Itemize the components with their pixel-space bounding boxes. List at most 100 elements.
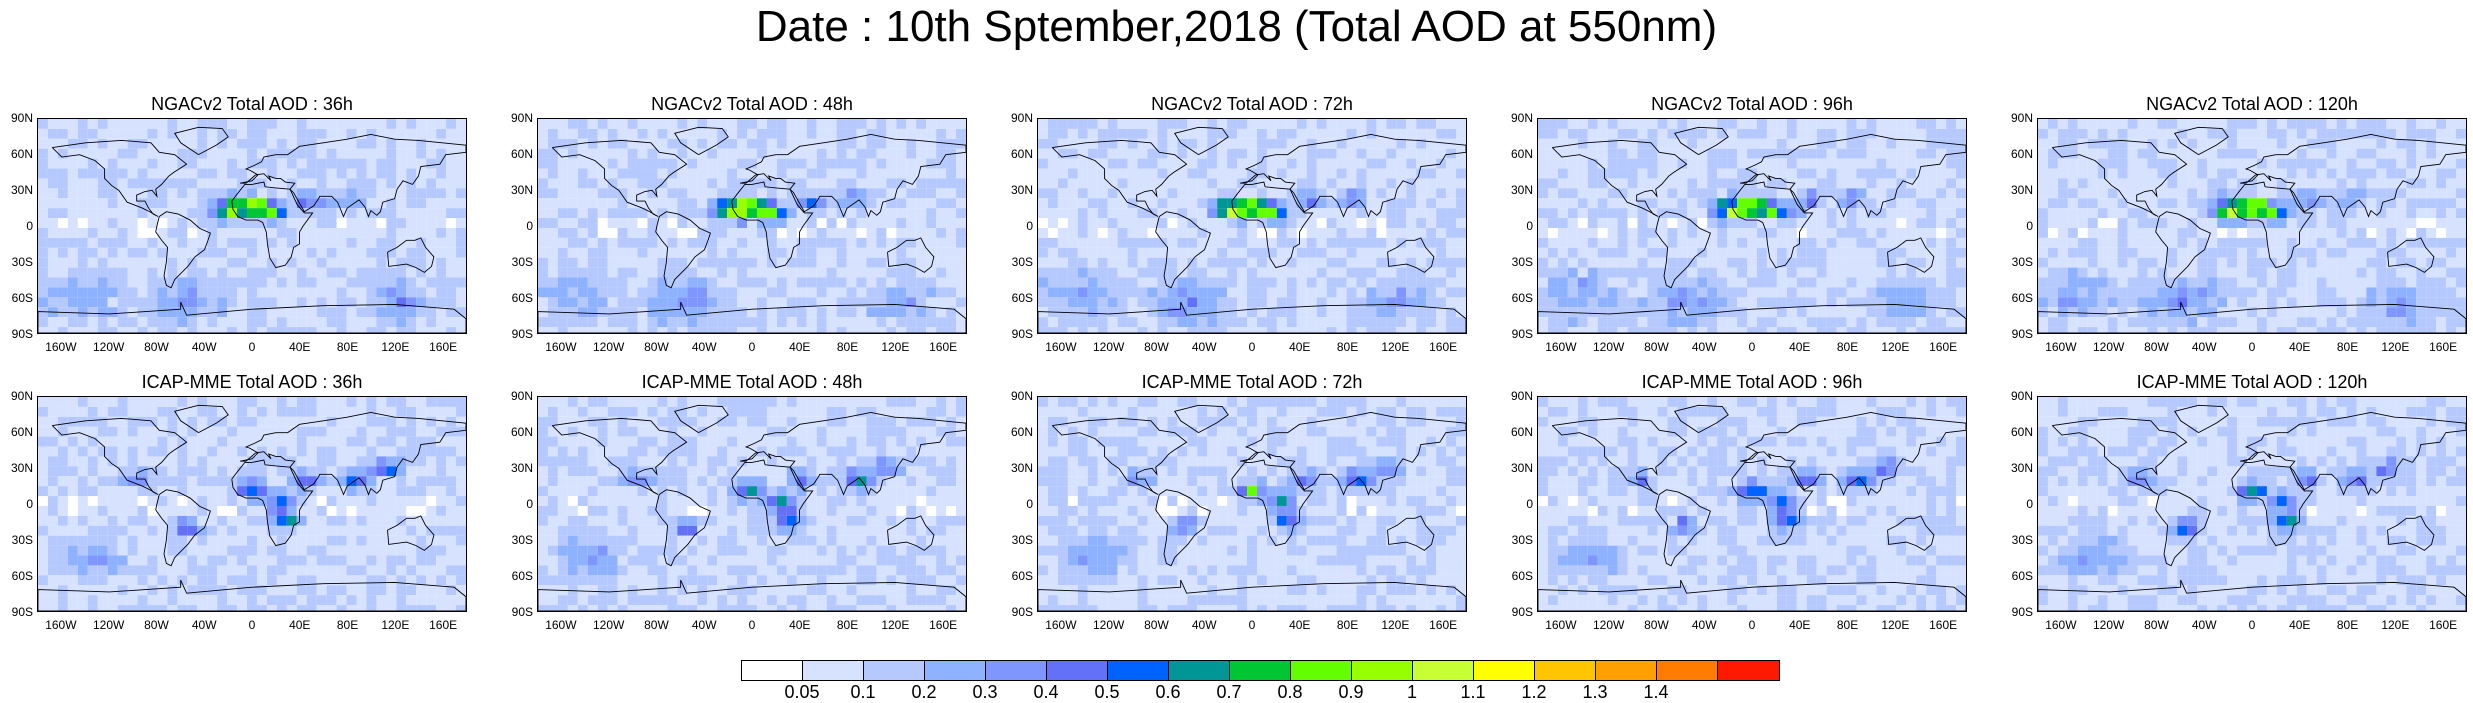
- lon-tick-label: 160W: [2041, 618, 2081, 632]
- lat-tick-label: 60S: [1499, 569, 1533, 583]
- lon-tick-label: 40W: [1184, 618, 1224, 632]
- lat-tick-label: 30N: [499, 461, 533, 475]
- lon-tick-label: 160W: [541, 340, 581, 354]
- lon-tick-label: 160E: [1423, 618, 1463, 632]
- lat-tick-label: 60N: [499, 425, 533, 439]
- lon-tick-label: 80W: [2136, 340, 2176, 354]
- lat-tick-label: 90N: [0, 389, 33, 403]
- lat-tick-label: 60S: [1999, 569, 2033, 583]
- lat-tick-label: 60S: [1999, 291, 2033, 305]
- lon-tick-label: 80W: [136, 340, 176, 354]
- lat-tick-label: 30N: [0, 183, 33, 197]
- lat-tick-label: 60S: [0, 569, 33, 583]
- lat-tick-label: 0: [999, 497, 1033, 511]
- lat-tick-label: 30S: [1999, 533, 2033, 547]
- lon-tick-label: 120E: [1875, 618, 1915, 632]
- lon-tick-label: 40E: [1280, 340, 1320, 354]
- lon-tick-label: 40E: [2280, 340, 2320, 354]
- lon-tick-label: 120E: [875, 618, 915, 632]
- lat-tick-label: 30S: [0, 533, 33, 547]
- lon-tick-label: 120W: [2089, 340, 2129, 354]
- colorbar-label: 0.5: [1082, 682, 1132, 703]
- lon-tick-label: 80E: [1828, 340, 1868, 354]
- lon-tick-label: 40W: [1184, 340, 1224, 354]
- lat-tick-label: 90N: [1999, 111, 2033, 125]
- colorbar-label: 0.2: [899, 682, 949, 703]
- lon-tick-label: 0: [732, 340, 772, 354]
- panel-title: ICAP-MME Total AOD : 120h: [2037, 372, 2467, 393]
- lon-tick-label: 0: [1732, 618, 1772, 632]
- lon-tick-label: 0: [732, 618, 772, 632]
- lat-tick-label: 90S: [1499, 327, 1533, 341]
- lon-tick-label: 40W: [1684, 618, 1724, 632]
- lon-tick-label: 120E: [375, 340, 415, 354]
- lon-tick-label: 0: [232, 618, 272, 632]
- lon-tick-label: 80W: [136, 618, 176, 632]
- lon-tick-label: 0: [1232, 618, 1272, 632]
- lat-tick-label: 0: [0, 497, 33, 511]
- lat-tick-label: 90N: [0, 111, 33, 125]
- lon-tick-label: 120W: [89, 340, 129, 354]
- world-map: [1537, 118, 1967, 334]
- colorbar-label: 0.7: [1204, 682, 1254, 703]
- lat-tick-label: 30S: [1999, 255, 2033, 269]
- lon-tick-label: 40E: [2280, 618, 2320, 632]
- lat-tick-label: 90N: [1499, 111, 1533, 125]
- world-map: [537, 118, 967, 334]
- lat-tick-label: 90S: [1499, 605, 1533, 619]
- lon-tick-label: 80E: [2328, 340, 2368, 354]
- lat-tick-label: 30S: [999, 533, 1033, 547]
- lat-tick-label: 30N: [1999, 183, 2033, 197]
- lat-tick-label: 60N: [0, 147, 33, 161]
- lat-tick-label: 60S: [499, 291, 533, 305]
- lat-tick-label: 60N: [999, 147, 1033, 161]
- lon-tick-label: 80W: [1636, 618, 1676, 632]
- lon-tick-label: 80E: [828, 340, 868, 354]
- lat-tick-label: 0: [1999, 497, 2033, 511]
- colorbar-label: 0.6: [1143, 682, 1193, 703]
- colorbar-box: [925, 661, 986, 680]
- lon-tick-label: 120W: [89, 618, 129, 632]
- lon-tick-label: 40W: [184, 618, 224, 632]
- panel-title: ICAP-MME Total AOD : 72h: [1037, 372, 1467, 393]
- colorbar-box: [1047, 661, 1108, 680]
- lat-tick-label: 60S: [499, 569, 533, 583]
- lat-tick-label: 60S: [999, 291, 1033, 305]
- lat-tick-label: 60N: [499, 147, 533, 161]
- panel-title: NGACv2 Total AOD : 36h: [37, 94, 467, 115]
- lon-tick-label: 40W: [2184, 618, 2224, 632]
- world-map: [537, 396, 967, 612]
- lon-tick-label: 160E: [2423, 618, 2463, 632]
- colorbar-label: 1.3: [1570, 682, 1620, 703]
- lon-tick-label: 80W: [2136, 618, 2176, 632]
- panel-title: NGACv2 Total AOD : 72h: [1037, 94, 1467, 115]
- colorbar-box: [1230, 661, 1291, 680]
- panel-title: ICAP-MME Total AOD : 36h: [37, 372, 467, 393]
- lon-tick-label: 160W: [2041, 340, 2081, 354]
- lat-tick-label: 60N: [1499, 425, 1533, 439]
- lat-tick-label: 30S: [1499, 255, 1533, 269]
- lat-tick-label: 90S: [1999, 327, 2033, 341]
- lon-tick-label: 80E: [1828, 618, 1868, 632]
- lon-tick-label: 80E: [328, 340, 368, 354]
- lat-tick-label: 30S: [499, 533, 533, 547]
- lon-tick-label: 160W: [1041, 340, 1081, 354]
- lat-tick-label: 90S: [0, 605, 33, 619]
- colorbar-label: 1: [1387, 682, 1437, 703]
- colorbar-label: 1.2: [1509, 682, 1559, 703]
- lon-tick-label: 160E: [423, 618, 463, 632]
- lat-tick-label: 30N: [1999, 461, 2033, 475]
- world-map: [1537, 396, 1967, 612]
- lat-tick-label: 0: [0, 219, 33, 233]
- panel-title: ICAP-MME Total AOD : 96h: [1537, 372, 1967, 393]
- lon-tick-label: 160E: [1423, 340, 1463, 354]
- lon-tick-label: 80E: [1328, 618, 1368, 632]
- colorbar-label: 0.1: [838, 682, 888, 703]
- lat-tick-label: 60S: [999, 569, 1033, 583]
- lon-tick-label: 0: [232, 340, 272, 354]
- lat-tick-label: 90N: [1999, 389, 2033, 403]
- lon-tick-label: 160W: [41, 618, 81, 632]
